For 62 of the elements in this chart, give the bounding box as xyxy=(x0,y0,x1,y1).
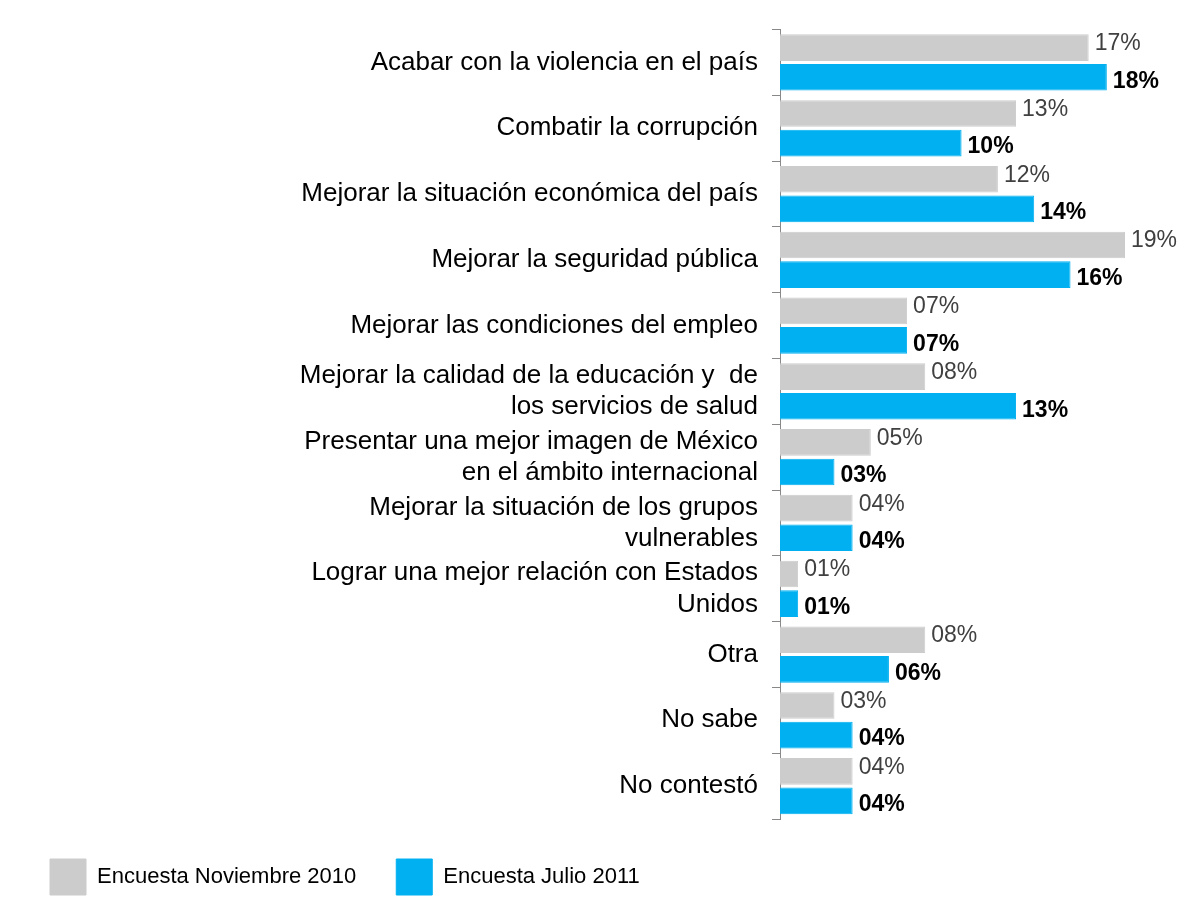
bar xyxy=(780,327,908,354)
bar xyxy=(780,524,853,552)
bar xyxy=(780,129,962,157)
y-tick-label: Combatir la corrupción xyxy=(496,111,758,142)
data-label: 04% xyxy=(858,752,905,779)
y-tick-label: No sabe xyxy=(661,703,758,734)
data-label: 13% xyxy=(1022,94,1069,121)
y-tick-label: Mejorar la seguridad pública xyxy=(431,243,759,274)
bar xyxy=(780,656,889,683)
data-label: 04% xyxy=(858,790,905,817)
bar xyxy=(780,458,835,486)
bar xyxy=(780,429,871,456)
bar xyxy=(780,560,799,588)
data-label: 06% xyxy=(894,658,941,685)
bar xyxy=(780,100,1017,127)
data-label: 17% xyxy=(1094,29,1141,56)
data-label: 04% xyxy=(858,527,905,554)
bar xyxy=(780,165,998,193)
data-label: 18% xyxy=(1112,66,1159,93)
y-tick-label: Otra xyxy=(707,637,759,668)
data-label: 16% xyxy=(1076,263,1123,290)
bar xyxy=(780,261,1071,288)
bar xyxy=(780,363,926,390)
y-tick-label: Lograr una mejor relación con Estados Unidos xyxy=(311,556,758,618)
bar xyxy=(780,590,799,617)
bar xyxy=(780,721,853,749)
bar xyxy=(780,63,1107,91)
legend-label: Encuesta Noviembre 2010 xyxy=(97,863,357,889)
y-tick-label: Mejorar la situación económica del país xyxy=(301,177,758,208)
bar xyxy=(780,195,1035,223)
data-label: 03% xyxy=(840,686,887,713)
bar xyxy=(780,692,835,719)
data-label: 08% xyxy=(931,621,978,648)
data-label: 07% xyxy=(913,329,960,356)
data-label: 03% xyxy=(840,461,887,488)
bar xyxy=(780,787,853,815)
data-label: 08% xyxy=(931,357,978,384)
data-label: 12% xyxy=(1003,160,1050,187)
y-tick-label: Mejorar la calidad de la educación y de los servicios de salud xyxy=(299,358,758,421)
data-label: 04% xyxy=(858,489,905,516)
y-tick-label: Acabar con la violencia en el país xyxy=(370,45,758,76)
bar xyxy=(780,297,908,325)
y-tick-label: No contestó xyxy=(619,769,758,800)
bar xyxy=(780,494,853,522)
bar xyxy=(780,757,853,785)
data-label: 04% xyxy=(858,724,905,751)
data-label: 10% xyxy=(967,132,1014,159)
data-label: 19% xyxy=(1131,226,1178,253)
y-tick-label: Mejorar las condiciones del empleo xyxy=(350,308,758,339)
data-label: 01% xyxy=(804,555,851,582)
bar xyxy=(780,231,1125,259)
data-label: 13% xyxy=(1022,395,1069,422)
bar xyxy=(780,34,1089,62)
bar xyxy=(780,626,926,654)
y-tick-label: Presentar una mejor imagen de México en el ámbito internacional xyxy=(304,424,758,486)
y-tick-label: Mejorar la situación de los grupos vulnerables xyxy=(369,490,758,552)
data-label: 14% xyxy=(1040,198,1087,225)
bar xyxy=(780,392,1017,420)
data-label: 07% xyxy=(913,292,960,319)
legend-label: Encuesta Julio 2011 xyxy=(443,863,640,889)
data-label: 01% xyxy=(804,592,851,619)
data-label: 05% xyxy=(876,423,923,450)
